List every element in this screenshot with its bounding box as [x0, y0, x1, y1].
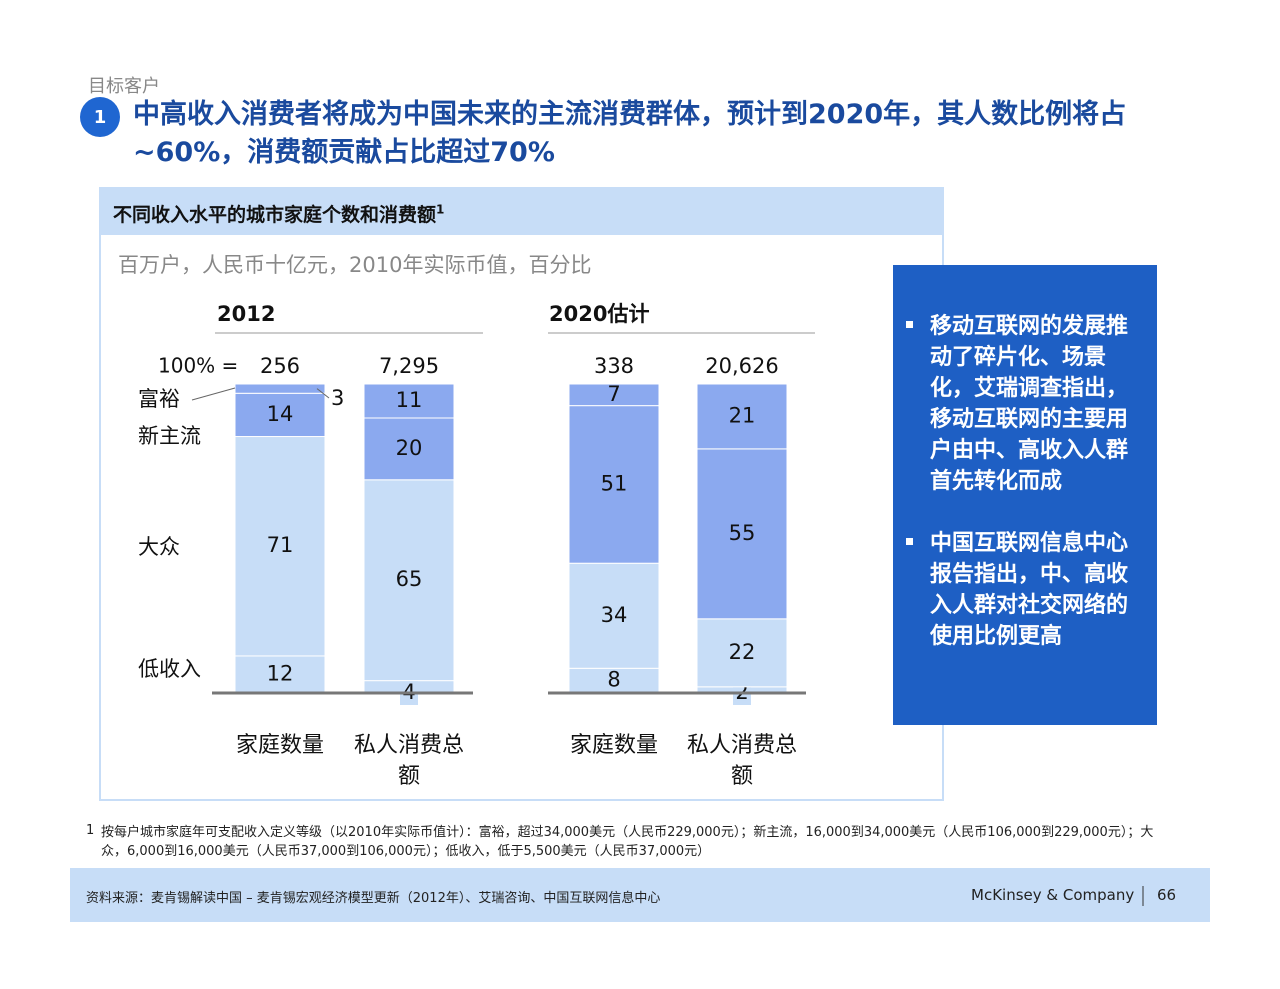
legend-label: 新主流	[138, 424, 201, 448]
bar-segment	[363, 417, 455, 481]
value-label: 22	[729, 640, 756, 664]
legend-leader	[191, 387, 236, 401]
chart-title: 2012	[217, 302, 275, 326]
sidebar-bullet: 中国互联网信息中心报告指出，中、高收入人群对社交网络的使用比例更高	[930, 531, 1129, 649]
panel-subtitle: 百万户，人民币十亿元，2010年实际币值，百分比	[118, 253, 592, 277]
bar-segment	[696, 448, 788, 620]
footnote-number: 1	[86, 823, 95, 838]
value-label: 14	[267, 402, 294, 426]
panel-title: 不同收入水平的城市家庭个数和消费额1	[113, 200, 444, 227]
bar-segment	[234, 655, 326, 694]
headline: 中高收入消费者将成为中国未来的主流消费群体，预计到2020年，其人数比例将占~6…	[133, 99, 1127, 168]
total-prefix: 100% =	[158, 354, 238, 378]
footnote: 按每户城市家庭年可支配收入定义等级（以2010年实际币值计）：富裕，超过34,0…	[101, 825, 1154, 859]
bar-segment	[234, 383, 326, 394]
headline-badge	[80, 97, 120, 137]
bullet-marker	[906, 321, 913, 328]
total-label: 7,295	[379, 354, 439, 378]
value-label: 55	[729, 521, 756, 545]
value-label: 8	[607, 668, 620, 692]
value-label: 12	[267, 661, 294, 685]
legend-label: 大众	[138, 535, 180, 559]
chart-title: 2020估计	[549, 302, 649, 326]
value-label: 7	[607, 382, 620, 406]
value-label: 65	[396, 567, 423, 591]
value-label: 3	[331, 386, 344, 410]
total-label: 256	[260, 354, 300, 378]
bar-segment	[696, 618, 788, 688]
value-label: 51	[601, 471, 628, 495]
value-label: 11	[396, 388, 423, 412]
value-label: 21	[729, 403, 756, 427]
headline-number: 1	[94, 107, 107, 128]
panel-header	[100, 188, 943, 235]
source: 资料来源：麦肯锡解读中国 – 麦肯锡宏观经济模型更新（2012年）、艾瑞咨询、中…	[86, 891, 661, 906]
value-label: 71	[267, 533, 294, 557]
bar-segment	[568, 405, 660, 564]
bar-segment	[363, 479, 455, 682]
value-label: 20	[396, 436, 423, 460]
sidebar-box	[893, 265, 1157, 725]
category-label: 私人消费总额	[686, 733, 797, 789]
bar-segment	[363, 383, 455, 419]
legend-label: 富裕	[138, 387, 180, 411]
total-label: 338	[594, 354, 634, 378]
category-label: 私人消费总额	[353, 733, 464, 789]
category-label: 家庭数量	[569, 733, 658, 758]
panel-frame	[99, 187, 944, 801]
page-number: 66	[1157, 886, 1177, 904]
category-label: 家庭数量	[235, 733, 324, 758]
legend-label: 低收入	[138, 657, 201, 681]
sidebar-bullet: 移动互联网的发展推动了碎片化、场景化，艾瑞调查指出，移动互联网的主要用户由中、高…	[930, 314, 1129, 494]
footer-band	[70, 868, 1210, 922]
leader-line	[316, 388, 330, 399]
panel-title-text: 不同收入水平的城市家庭个数和消费额	[113, 204, 437, 226]
brand: McKinsey & Company	[971, 886, 1135, 904]
panel-title-note: 1	[436, 202, 445, 217]
bar-segment	[568, 667, 660, 694]
section-label: 目标客户	[88, 76, 160, 97]
bar-segment	[568, 383, 660, 407]
bullet-marker	[906, 538, 913, 545]
bar-segment	[568, 562, 660, 669]
value-label: 34	[601, 603, 628, 627]
total-label: 20,626	[705, 354, 778, 378]
bar-segment	[696, 383, 788, 450]
